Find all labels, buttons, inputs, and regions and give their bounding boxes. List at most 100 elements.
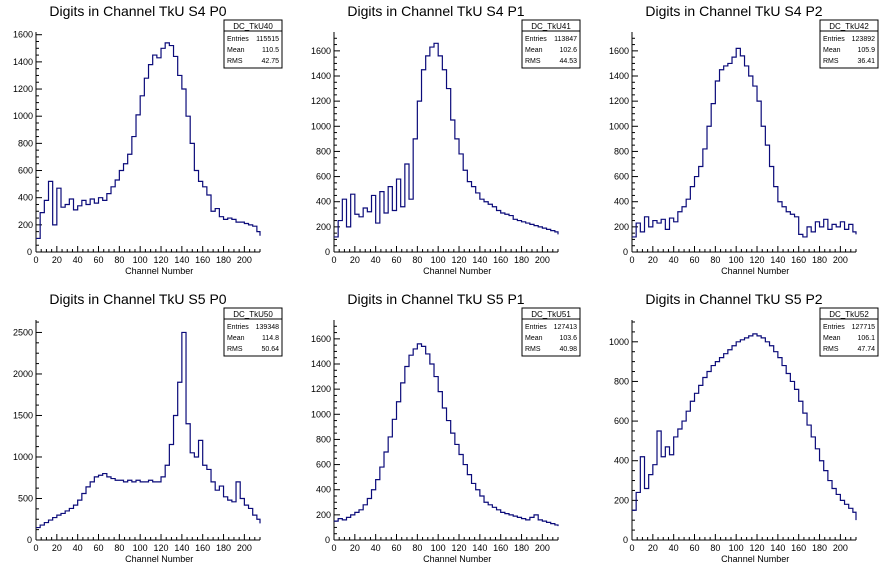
x-tick-label: 100: [133, 543, 148, 553]
y-tick-label: 1200: [311, 384, 331, 394]
y-tick-label: 2500: [13, 327, 33, 337]
stats-value-rms: 47.74: [857, 346, 875, 353]
stats-label-rms: RMS: [525, 58, 541, 65]
y-tick-label: 800: [316, 146, 331, 156]
stats-name: DC_TkU52: [829, 310, 869, 319]
stats-label-mean: Mean: [525, 47, 543, 54]
x-tick-label: 200: [535, 543, 550, 553]
x-tick-label: 40: [73, 255, 83, 265]
y-tick-label: 1000: [609, 337, 629, 347]
stats-box: DC_TkU50 Entries 139348 Mean 114.8 RMS 50.64: [223, 307, 283, 357]
stats-label-entries: Entries: [823, 36, 845, 43]
x-tick-label: 20: [648, 543, 658, 553]
x-axis-label: Channel Number: [721, 554, 789, 564]
x-tick-label: 120: [154, 543, 169, 553]
stats-value-mean: 114.8: [262, 335, 279, 342]
y-tick-label: 800: [316, 434, 331, 444]
y-tick-label: 1500: [13, 410, 33, 420]
x-tick-label: 20: [350, 255, 360, 265]
y-tick-label: 1000: [311, 121, 331, 131]
stats-box-frame: [521, 307, 581, 357]
x-tick-label: 180: [812, 255, 827, 265]
stats-label-mean: Mean: [227, 335, 245, 342]
stats-value-rms: 50.64: [261, 346, 279, 353]
y-tick-label: 200: [316, 510, 331, 520]
x-tick-label: 120: [452, 543, 467, 553]
y-tick-label: 800: [614, 146, 629, 156]
y-tick-label-zero: 0: [623, 247, 628, 257]
x-tick-label: 180: [514, 255, 529, 265]
y-tick-label: 600: [614, 416, 629, 426]
stats-value-entries: 123892: [852, 36, 875, 43]
y-tick-label: 400: [316, 485, 331, 495]
x-tick-label: 60: [392, 543, 402, 553]
stats-box: DC_TkU52 Entries 127715 Mean 106.1 RMS 47.74: [819, 307, 879, 357]
histogram-panel-1: Digits in Channel TkU S4 P1 0 20 40 60 80 100 1…: [311, 3, 581, 276]
x-tick-label: 140: [174, 543, 189, 553]
x-tick-label: 200: [535, 255, 550, 265]
y-tick-label: 400: [18, 193, 33, 203]
stats-value-entries: 113847: [554, 36, 577, 43]
stats-label-rms: RMS: [525, 346, 541, 353]
y-tick-label: 1000: [311, 409, 331, 419]
x-tick-label: 0: [629, 543, 634, 553]
x-tick-label: 180: [216, 255, 231, 265]
x-tick-label: 200: [237, 543, 252, 553]
x-tick-label: 160: [195, 255, 210, 265]
stats-box: DC_TkU51 Entries 127413 Mean 103.6 RMS 40.98: [521, 307, 581, 357]
stats-label-mean: Mean: [227, 47, 245, 54]
stats-value-rms: 44.53: [559, 58, 577, 65]
stats-value-mean: 106.1: [857, 335, 875, 342]
x-tick-label: 140: [472, 255, 487, 265]
y-tick-label: 600: [316, 460, 331, 470]
x-tick-label: 100: [729, 255, 744, 265]
x-tick-label: 20: [52, 543, 62, 553]
x-tick-label: 80: [114, 255, 124, 265]
stats-box-frame: [521, 19, 581, 69]
x-tick-label: 160: [493, 255, 508, 265]
histogram-series: [36, 331, 261, 529]
histogram-panel-0: Digits in Channel TkU S4 P0 0 20 40 60 80 100 1…: [13, 3, 283, 276]
y-tick-label: 200: [614, 222, 629, 232]
x-tick-label: 180: [216, 543, 231, 553]
x-tick-label: 80: [114, 543, 124, 553]
histogram-panel-4: Digits in Channel TkU S5 P1 0 20 40 60 80 100 1…: [311, 291, 581, 564]
stats-value-mean: 102.6: [559, 47, 577, 54]
x-tick-label: 20: [52, 255, 62, 265]
histogram-panel-2: Digits in Channel TkU S4 P2 0 20 40 60 80 100 1…: [609, 3, 879, 276]
panel-title: Digits in Channel TkU S5 P2: [645, 291, 822, 307]
stats-label-rms: RMS: [227, 58, 243, 65]
stats-box: DC_TkU41 Entries 113847 Mean 102.6 RMS 44.53: [521, 19, 581, 69]
stats-name: DC_TkU40: [233, 22, 273, 31]
y-tick-label: 200: [316, 222, 331, 232]
y-tick-label: 1400: [13, 57, 33, 67]
x-axis-label: Channel Number: [125, 266, 193, 276]
stats-name: DC_TkU42: [829, 22, 869, 31]
x-tick-label: 140: [472, 543, 487, 553]
x-tick-label: 40: [371, 543, 381, 553]
x-tick-label: 40: [371, 255, 381, 265]
x-tick-label: 160: [493, 543, 508, 553]
x-tick-label: 20: [648, 255, 658, 265]
stats-box: DC_TkU42 Entries 123892 Mean 105.9 RMS 36.41: [819, 19, 879, 69]
stats-label-entries: Entries: [823, 324, 845, 331]
y-tick-label: 600: [316, 172, 331, 182]
y-tick-label: 1400: [609, 71, 629, 81]
stats-box-frame: [223, 307, 283, 357]
histogram-series: [632, 47, 857, 238]
x-tick-label: 60: [690, 543, 700, 553]
panel-title: Digits in Channel TkU S4 P1: [347, 3, 524, 19]
histogram-series: [632, 333, 857, 521]
y-tick-label: 200: [614, 495, 629, 505]
x-tick-label: 40: [669, 255, 679, 265]
stats-label-entries: Entries: [227, 36, 249, 43]
panel-title: Digits in Channel TkU S5 P1: [347, 291, 524, 307]
x-tick-label: 100: [133, 255, 148, 265]
stats-name: DC_TkU41: [531, 22, 571, 31]
histogram-series: [36, 42, 261, 240]
x-tick-label: 0: [33, 543, 38, 553]
panel-title: Digits in Channel TkU S4 P0: [49, 3, 226, 19]
y-tick-label: 1000: [13, 452, 33, 462]
x-tick-label: 120: [750, 255, 765, 265]
